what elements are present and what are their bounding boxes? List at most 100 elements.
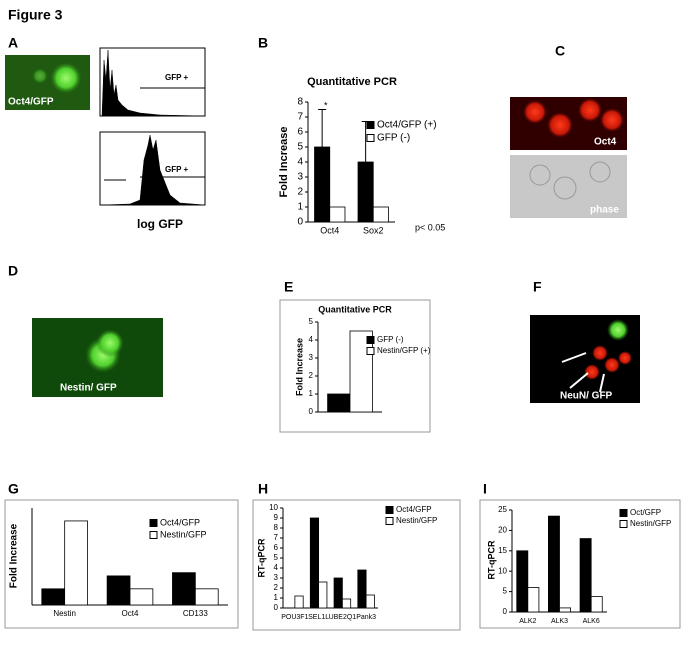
panel-label: A [8, 35, 18, 51]
x-tick-label: UBE2Q1 [329, 614, 357, 621]
y-tick-label: 7 [297, 112, 303, 123]
y-tick-label: 0 [274, 603, 279, 612]
y-tick-label: 6 [274, 543, 279, 552]
bar [309, 517, 320, 609]
y-axis-label: RT-qPCR [486, 540, 496, 579]
bar [194, 588, 219, 606]
bar [64, 520, 88, 606]
legend-swatch [366, 347, 375, 355]
image-label: Oct4 [594, 137, 617, 148]
bar [365, 594, 375, 609]
bar [516, 550, 529, 613]
legend-label: Oct4/GFP [160, 517, 200, 527]
legend-label: Oct4/GFP [396, 505, 432, 514]
bar [41, 588, 66, 606]
y-tick-label: 3 [309, 353, 314, 362]
y-tick-label: 4 [297, 157, 303, 168]
y-tick-label: 5 [297, 142, 303, 153]
y-tick-label: 5 [274, 553, 279, 562]
image-label: Nestin/ GFP [60, 383, 117, 394]
y-axis-label: RT-qPCR [256, 538, 266, 577]
panel-label: I [483, 481, 487, 497]
legend-label: Nestin/GFP [630, 519, 671, 528]
panel-label: H [258, 481, 268, 497]
bar [527, 587, 540, 613]
y-tick-label: 8 [297, 97, 303, 108]
x-tick-label: SEL1L [308, 614, 329, 621]
chart-frame [479, 499, 681, 629]
y-axis-label: Fold Increase [9, 523, 20, 588]
x-tick-label: Oct4 [122, 609, 139, 618]
x-tick-label: Sox2 [363, 225, 384, 235]
y-tick-label: 9 [274, 513, 279, 522]
legend-label: Nestin/GFP [160, 529, 207, 539]
y-tick-label: 10 [269, 503, 278, 512]
bar [559, 607, 571, 613]
panel-label: G [8, 481, 19, 497]
bar [329, 206, 346, 223]
y-axis-label: Fold Increase [278, 127, 290, 198]
bar [172, 572, 196, 606]
legend-label: Nestin/GFP [396, 516, 437, 525]
y-tick-label: 0 [309, 407, 314, 416]
cell [32, 68, 48, 84]
x-tick-label: Oct4 [320, 225, 339, 235]
x-tick-label: CD133 [183, 609, 208, 618]
y-tick-label: 1 [274, 593, 279, 602]
figure-title: Figure 3 [8, 7, 63, 23]
bar [372, 206, 389, 223]
legend-label: GFP (-) [377, 133, 410, 144]
x-tick-label: ALK2 [519, 618, 536, 625]
panel-label: D [8, 263, 18, 279]
y-tick-label: 5 [309, 317, 314, 326]
y-tick-label: 0 [297, 217, 303, 228]
chart-frame [252, 499, 461, 631]
bar [106, 575, 131, 606]
panel-label: B [258, 35, 268, 51]
y-tick-label: 8 [274, 523, 279, 532]
x-tick-label: ALK6 [583, 618, 600, 625]
bar [318, 581, 328, 609]
y-axis-label: Fold Increase [294, 338, 304, 396]
y-tick-label: 10 [498, 566, 507, 575]
y-tick-label: 4 [309, 335, 314, 344]
x-tick-label: ALK3 [551, 618, 568, 625]
bar [314, 146, 331, 223]
legend-label: Oct4/GFP (+) [377, 120, 437, 131]
cell [50, 62, 82, 94]
legend-swatch [619, 520, 628, 528]
legend-label: Nestin/GFP (+) [377, 346, 431, 355]
y-tick-label: 15 [498, 546, 507, 555]
error-bar [318, 109, 327, 147]
x-tick-label: Nestin [53, 609, 76, 618]
flow-histogram [99, 47, 206, 206]
bar [579, 538, 592, 613]
legend-swatch [366, 336, 375, 344]
x-tick-label: POU3F1 [281, 614, 308, 621]
legend-swatch [366, 134, 375, 142]
axis-label: log GFP [137, 217, 183, 231]
bar [548, 515, 560, 613]
y-tick-label: 2 [274, 583, 279, 592]
legend-swatch [385, 506, 394, 514]
chart-title: Quantitative PCR [307, 76, 397, 88]
legend-swatch [385, 517, 394, 525]
legend-swatch [149, 531, 158, 539]
chart-frame [4, 499, 239, 629]
y-tick-label: 2 [309, 371, 314, 380]
y-tick-label: 3 [297, 172, 303, 183]
legend-label: Oct/GFP [630, 508, 661, 517]
chart-title: Quantitative PCR [318, 304, 392, 314]
bar [294, 595, 304, 609]
image-label: phase [590, 205, 619, 216]
gate-label: GFP + [165, 165, 189, 174]
legend-label: GFP (-) [377, 335, 404, 344]
chart-frame [279, 299, 431, 433]
bar [333, 577, 343, 609]
bar [327, 393, 351, 413]
image-label: NeuN/ GFP [560, 391, 613, 402]
image-label: Oct4/GFP [8, 97, 54, 108]
bar [590, 596, 603, 613]
y-tick-label: 1 [297, 202, 303, 213]
